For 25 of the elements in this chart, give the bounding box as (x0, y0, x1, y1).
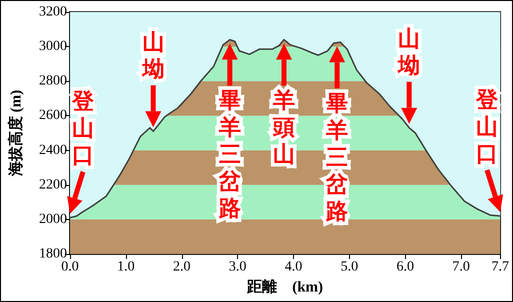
y-tick-label: 2600 (39, 108, 67, 124)
x-tick-label: 7.7 (492, 260, 509, 274)
y-tick-label: 2800 (39, 74, 67, 89)
annotation: 畢羊三岔路 (325, 91, 348, 224)
x-tick-label: 7.0 (452, 260, 470, 274)
x-tick-label: 0.0 (61, 260, 79, 274)
x-tick-label: 1.0 (117, 260, 135, 274)
y-tick-label: 2400 (39, 142, 67, 158)
x-tick-label: 3.0 (228, 260, 246, 274)
annotation: 山坳 (397, 26, 420, 79)
y-tick-label: 3000 (39, 39, 67, 54)
annotation: 登山口 (475, 88, 499, 167)
annotation: 羊頭山 (272, 88, 296, 168)
x-tick-label: 4.0 (284, 260, 302, 274)
y-tick-label: 1800 (39, 246, 67, 262)
annotation: 山坳 (141, 30, 164, 82)
y-tick-label: 3200 (39, 4, 67, 20)
y-axis-title: 海拔高度 (m) (6, 90, 24, 178)
y-tick-label: 2000 (39, 212, 67, 227)
x-tick-label: 6.0 (396, 260, 414, 274)
x-axis-title: 距離 (km) (246, 278, 324, 296)
x-tick-label: 5.0 (340, 260, 358, 274)
y-tick-label: 2200 (39, 177, 67, 192)
annotation: 登山口 (71, 90, 95, 169)
x-tick-label: 2.0 (173, 260, 191, 274)
